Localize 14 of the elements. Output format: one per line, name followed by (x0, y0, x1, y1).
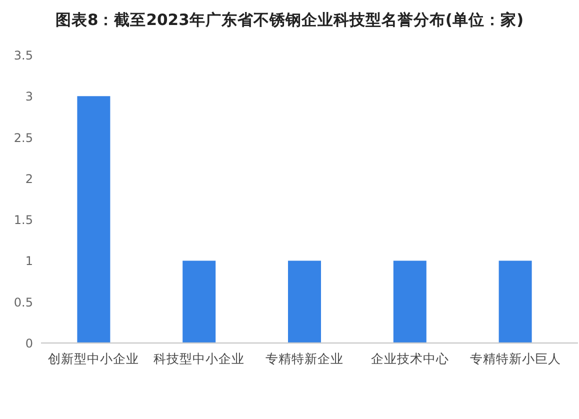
y-tick-label: 0 (25, 336, 33, 350)
y-tick-label: 2.5 (14, 130, 33, 145)
y-tick-label: 3.5 (14, 48, 33, 62)
title: 图表8：截至2023年广东省不锈钢企业科技型名誉分布(单位：家) (55, 11, 524, 29)
y-tick-label: 3 (25, 90, 33, 104)
x-tick-label: 科技型中小企业 (154, 351, 245, 366)
x-tick-label: 创新型中小企业 (48, 351, 140, 366)
y-tick-label: 2 (25, 172, 33, 186)
x-tick-label: 专精特新小巨人 (470, 351, 561, 366)
y-tick-label: 1.5 (14, 213, 33, 228)
y-tick-label: 1 (25, 254, 33, 268)
x-tick-label: 企业技术中心 (370, 351, 449, 366)
y-tick-label: 0.5 (14, 295, 33, 310)
x-tick-label: 专精特新企业 (266, 351, 344, 366)
